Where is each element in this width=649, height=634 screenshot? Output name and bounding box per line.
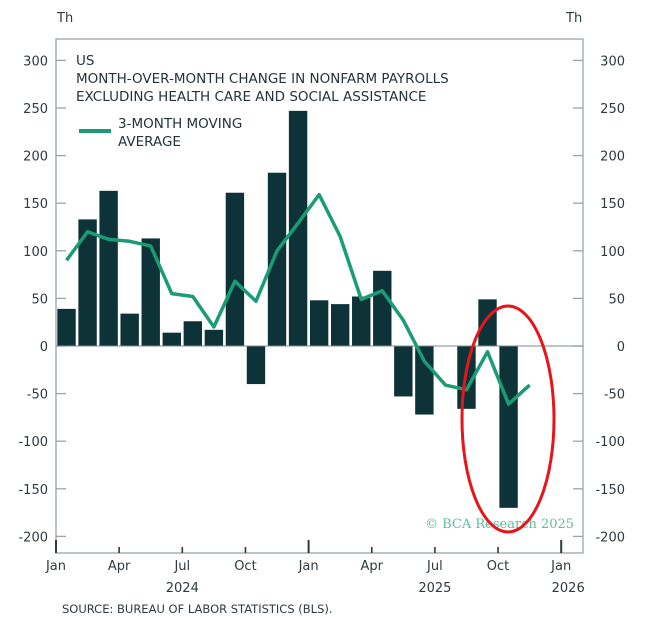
y-tick-label-right: -100 xyxy=(595,435,625,450)
y-tick-label-left: -100 xyxy=(18,435,48,450)
left-unit-label: Th xyxy=(56,11,73,26)
y-tick-label-left: 150 xyxy=(23,197,48,212)
y-tick-label-left: 100 xyxy=(23,245,48,260)
bar-2024-05 xyxy=(141,238,160,346)
watermark: © BCA Research 2025 xyxy=(425,517,574,532)
x-tick-label: Jul xyxy=(173,559,190,574)
x-tick-label: Jan xyxy=(550,559,571,574)
y-tick-label-left: -150 xyxy=(18,483,48,498)
bar-2025-02 xyxy=(330,304,350,346)
bar-2025-01 xyxy=(309,300,329,346)
y-tick-label-right: -200 xyxy=(595,530,625,545)
x-year-label: 2025 xyxy=(418,581,451,596)
bar-2024-02 xyxy=(78,219,97,346)
bar-2025-06 xyxy=(415,346,434,415)
legend-label-2: AVERAGE xyxy=(118,134,181,150)
x-tick-label: Jul xyxy=(426,559,443,574)
bar-2025-03 xyxy=(352,296,371,346)
bar-2024-06 xyxy=(162,332,181,346)
bar-2024-11 xyxy=(267,172,287,346)
y-tick-label-left: 50 xyxy=(31,292,48,307)
x-tick-label: Jan xyxy=(298,559,319,574)
x-tick-label: Oct xyxy=(487,559,509,574)
x-tick-label: Oct xyxy=(234,559,256,574)
y-tick-label-left: -200 xyxy=(18,530,48,545)
y-tick-label-right: 250 xyxy=(600,102,625,117)
highlight-ellipse xyxy=(460,304,556,534)
bar-2025-04 xyxy=(373,270,392,346)
bar-2024-12 xyxy=(288,110,308,346)
y-tick-label-left: 200 xyxy=(23,150,48,165)
plot-frame xyxy=(55,38,584,554)
legend-label-1: 3-MONTH MOVING xyxy=(118,116,242,132)
bar-2024-03 xyxy=(99,190,118,346)
y-tick-label-right: 100 xyxy=(600,245,625,260)
x-tick-label: Apr xyxy=(361,559,384,574)
bar-2024-04 xyxy=(120,313,139,346)
y-tick-label-left: 250 xyxy=(23,102,48,117)
moving-average-line xyxy=(65,192,531,406)
title-line-3: EXCLUDING HEALTH CARE AND SOCIAL ASSISTA… xyxy=(76,89,426,105)
title-line-1: US xyxy=(76,53,94,69)
y-tick-label-right: 300 xyxy=(600,54,625,69)
y-tick-label-right: -50 xyxy=(604,388,625,403)
y-tick-label-left: 0 xyxy=(40,340,48,355)
x-tick-label: Apr xyxy=(108,559,131,574)
bar-2024-01 xyxy=(57,308,76,346)
x-tick-label: Jan xyxy=(45,559,66,574)
y-tick-label-left: -50 xyxy=(27,388,48,403)
y-tick-label-right: 0 xyxy=(617,340,625,355)
bar-2024-07 xyxy=(183,321,203,346)
y-tick-label-right: 50 xyxy=(608,292,625,307)
bar-2024-08 xyxy=(204,329,224,346)
y-tick-label-right: 200 xyxy=(600,150,625,165)
right-unit-label: Th xyxy=(565,11,582,26)
y-tick-label-left: 300 xyxy=(23,54,48,69)
bar-2025-10 xyxy=(499,346,518,508)
x-year-label: 2026 xyxy=(552,581,585,596)
x-year-label: 2024 xyxy=(166,581,199,596)
bar-2025-05 xyxy=(394,346,413,397)
bar-2024-09 xyxy=(225,192,245,346)
y-tick-label-right: -150 xyxy=(595,483,625,498)
title-line-2: MONTH-OVER-MONTH CHANGE IN NONFARM PAYRO… xyxy=(76,71,449,87)
y-tick-label-right: 150 xyxy=(600,197,625,212)
bar-2025-09 xyxy=(478,299,497,346)
bar-2024-10 xyxy=(246,346,266,385)
source-note: SOURCE: BUREAU OF LABOR STATISTICS (BLS)… xyxy=(62,602,333,616)
